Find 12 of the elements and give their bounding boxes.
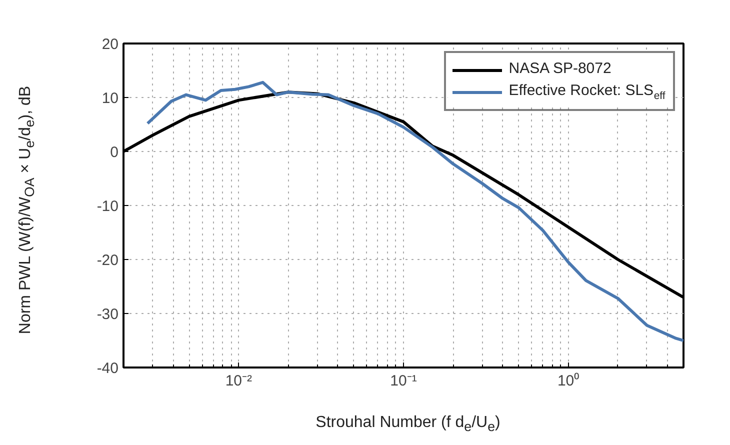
y-tick-label: -10 — [96, 198, 119, 215]
x-tick-label: 10⁻² — [225, 372, 252, 390]
y-tick-label: 20 — [102, 36, 119, 53]
legend-label: NASA SP-8072 — [508, 60, 612, 77]
x-tick-label: 10⁻¹ — [390, 372, 417, 390]
y-tick-label: -30 — [96, 306, 119, 323]
y-tick-label: 10 — [102, 90, 119, 107]
y-tick-label: -40 — [96, 360, 119, 377]
x-tick-label: 10⁰ — [557, 372, 580, 390]
y-tick-label: 0 — [110, 144, 118, 161]
y-tick-label: -20 — [96, 252, 119, 269]
x-axis-title: Strouhal Number (f d$_{e}$/U$_{e}$) — [316, 413, 500, 436]
